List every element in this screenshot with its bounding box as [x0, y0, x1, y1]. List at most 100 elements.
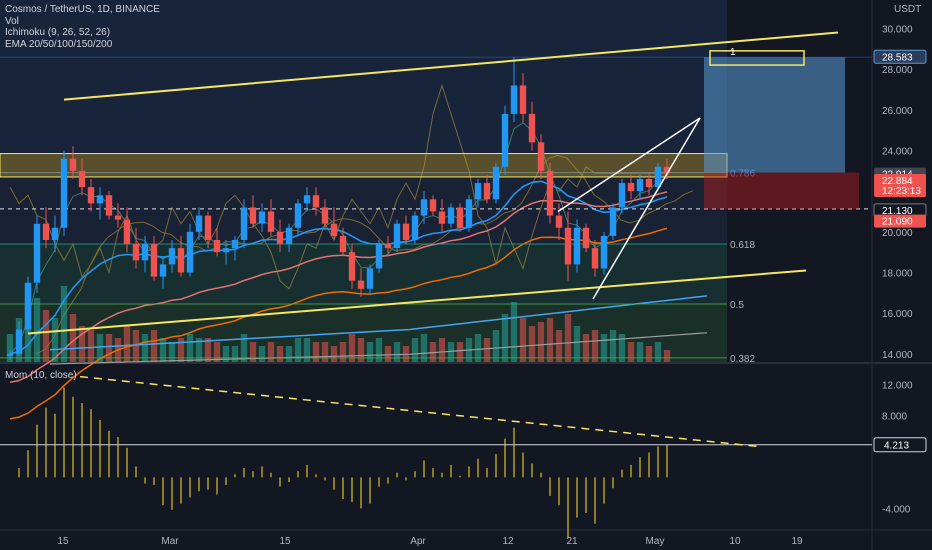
- candle-body: [654, 166, 662, 188]
- volume-bar: [411, 338, 419, 362]
- y-tick-label: 16.000: [882, 309, 913, 320]
- x-tick-label: 21: [566, 536, 578, 547]
- volume-bar: [627, 342, 635, 362]
- candle-body: [456, 207, 464, 228]
- target-label-box: [709, 50, 805, 66]
- x-tick-label: Mar: [161, 536, 179, 547]
- candle-body: [303, 195, 311, 204]
- volume-bar: [294, 338, 302, 362]
- momentum-current-label: 4.213: [884, 441, 909, 452]
- volume-bar: [231, 346, 239, 362]
- candle-body: [105, 195, 113, 216]
- volume-bar: [60, 286, 68, 362]
- candle-body: [348, 252, 356, 281]
- x-tick-label: 19: [791, 536, 803, 547]
- volume-bar: [384, 346, 392, 362]
- candle-body: [141, 244, 149, 261]
- y-tick-label: 20.000: [882, 228, 913, 239]
- candle-body: [222, 248, 230, 253]
- volume-bar: [123, 326, 131, 362]
- candle-body: [501, 113, 509, 167]
- candle-body: [213, 239, 221, 253]
- volume-bar: [420, 334, 428, 362]
- volume-bar: [609, 330, 617, 362]
- volume-bar: [33, 298, 41, 362]
- x-tick-label: Apr: [410, 536, 426, 547]
- volume-bar: [303, 338, 311, 362]
- volume-bar: [582, 334, 590, 362]
- momentum-tick-label: 12.000: [882, 380, 913, 391]
- legend-ema[interactable]: EMA 20/50/100/150/200: [5, 38, 113, 50]
- candle-body: [78, 170, 86, 188]
- fib-label: 0.5: [730, 300, 744, 311]
- volume-bar: [51, 318, 59, 362]
- volume-bar: [519, 318, 527, 362]
- candle-body: [69, 158, 77, 171]
- candle-body: [645, 178, 653, 188]
- volume-bar: [366, 342, 374, 362]
- symbol-title[interactable]: Cosmos / TetherUS, 1D, BINANCE: [5, 4, 160, 15]
- fib-zone-786: [0, 172, 727, 245]
- volume-bar: [456, 342, 464, 362]
- price-tag-label: 12:23:13: [882, 186, 921, 197]
- volume-bar: [6, 334, 14, 362]
- volume-bar: [150, 330, 158, 362]
- momentum-legend[interactable]: Mom (10, close): [5, 370, 77, 381]
- candle-body: [33, 223, 41, 283]
- currency-label: USDT: [894, 4, 921, 15]
- volume-bar: [564, 314, 572, 362]
- candle-body: [150, 244, 158, 277]
- price-tag-ema: [874, 214, 926, 228]
- momentum-trendline: [79, 375, 758, 448]
- ema-200-line: [49, 332, 708, 365]
- candle-body: [357, 280, 365, 289]
- volume-bar: [339, 342, 347, 362]
- volume-bar: [573, 326, 581, 362]
- candle-body: [555, 215, 563, 228]
- volume-bar: [321, 342, 329, 362]
- volume-bar: [213, 342, 221, 362]
- volume-bar: [330, 346, 338, 362]
- volume-bar: [618, 334, 626, 362]
- candle-body: [591, 248, 599, 269]
- candle-body: [366, 268, 374, 289]
- x-tick-label: 15: [279, 536, 291, 547]
- legend-vol[interactable]: Vol: [5, 15, 19, 27]
- candle-body: [159, 264, 167, 277]
- candle-body: [240, 207, 248, 240]
- volume-bar: [654, 342, 662, 362]
- volume-bar: [528, 326, 536, 362]
- volume-bar: [276, 346, 284, 362]
- candle-body: [393, 223, 401, 249]
- candle-body: [87, 187, 95, 204]
- candle-body: [186, 231, 194, 273]
- candle-body: [663, 166, 671, 174]
- legend-ichimoku[interactable]: Ichimoku (9, 26, 52, 26): [5, 27, 111, 38]
- y-tick-label: 28.000: [882, 65, 913, 76]
- chart-legend: Cosmos / TetherUS, 1D, BINANCE Vol Ichim…: [5, 4, 160, 50]
- momentum-tick-label: -4.000: [882, 504, 911, 515]
- volume-bar: [510, 302, 518, 362]
- price-tag-label: 21.130: [882, 206, 913, 217]
- volume-bar: [591, 330, 599, 362]
- volume-bar: [546, 318, 554, 362]
- price-tag-label: 21.090: [882, 217, 913, 228]
- candle-body: [267, 211, 275, 232]
- candle-body: [546, 170, 554, 216]
- volume-bar: [492, 330, 500, 362]
- fib-label: 0.382: [730, 354, 755, 365]
- candle-body: [24, 282, 32, 330]
- candle-body: [15, 329, 23, 354]
- volume-bar: [267, 342, 275, 362]
- price-tag-label: 22.884: [882, 176, 913, 187]
- ema-100-line: [9, 227, 668, 420]
- ichimoku-kijun: [35, 154, 694, 355]
- volume-bar: [375, 338, 383, 362]
- volume-bar: [96, 334, 104, 362]
- candle-body: [294, 203, 302, 228]
- x-tick-label: 10: [729, 536, 741, 547]
- volume-bar: [222, 346, 230, 362]
- y-tick-label: 18.000: [882, 269, 913, 280]
